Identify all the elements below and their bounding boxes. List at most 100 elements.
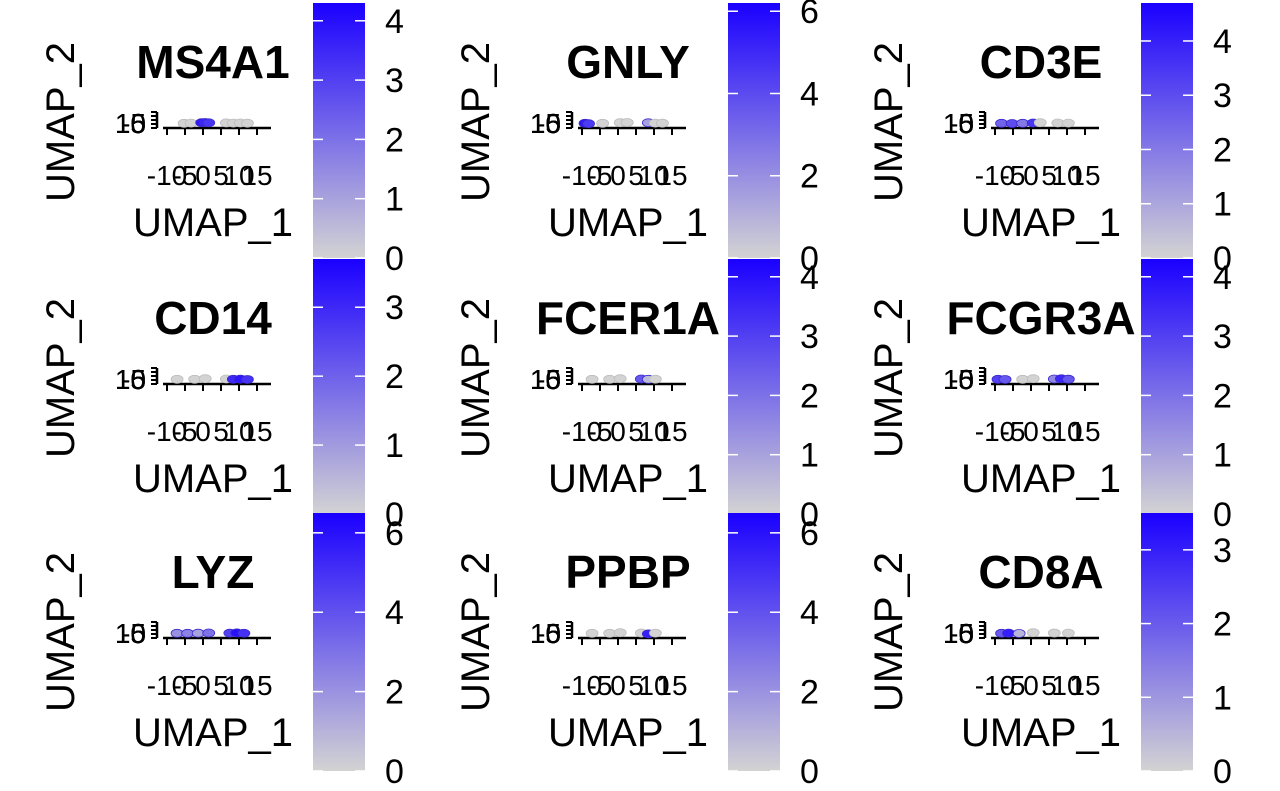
x-tick-label: 0	[195, 670, 211, 701]
cell-point	[604, 375, 616, 383]
cell-point	[241, 119, 253, 127]
x-tick-label: 0	[1023, 670, 1039, 701]
cell-point	[586, 375, 598, 383]
x-tick-label: 15	[656, 416, 687, 447]
y-axis-label: UMAP_2	[39, 298, 83, 458]
x-tick-label: 0	[1023, 160, 1039, 191]
colorbar-tick-label: 1	[1213, 679, 1232, 717]
cell-point	[999, 375, 1011, 383]
x-tick-label: -5	[173, 670, 198, 701]
cell-point	[1048, 629, 1060, 637]
y-tick-label: 15	[115, 618, 146, 649]
cell-point	[189, 375, 201, 383]
x-tick-label: -5	[1001, 416, 1026, 447]
y-axis-label: UMAP_2	[454, 298, 498, 458]
colorbar-tick-label: 1	[385, 181, 404, 219]
colorbar-tick-label: 0	[1213, 753, 1232, 791]
cell-point	[649, 629, 661, 637]
cell-point	[1062, 629, 1074, 637]
panel-title: FCGR3A	[946, 292, 1135, 344]
cell-point	[171, 375, 183, 383]
colorbar-tick-label: 2	[385, 121, 404, 159]
x-tick-label: 0	[610, 416, 626, 447]
x-axis-label: UMAP_1	[548, 201, 708, 245]
cell-point	[621, 119, 633, 127]
x-axis-label: UMAP_1	[961, 201, 1121, 245]
x-tick-label: 0	[610, 160, 626, 191]
colorbar	[1141, 513, 1193, 771]
x-axis-label: UMAP_1	[961, 711, 1121, 755]
cell-point	[614, 375, 626, 383]
y-tick-label: 15	[943, 364, 974, 395]
x-tick-label: 15	[656, 670, 687, 701]
cell-point	[656, 119, 668, 127]
cell-point	[1027, 375, 1039, 383]
x-axis-label: UMAP_1	[548, 711, 708, 755]
x-tick-label: -5	[173, 160, 198, 191]
colorbar-tick-label: 4	[1213, 23, 1232, 61]
cell-point	[241, 375, 253, 383]
colorbar-tick-label: 6	[800, 0, 819, 31]
y-tick-label: 15	[943, 108, 974, 139]
x-tick-label: 0	[195, 416, 211, 447]
colorbar-tick-label: 2	[800, 158, 819, 196]
cell-point	[614, 629, 626, 637]
cell-point	[1062, 375, 1074, 383]
colorbar-tick-label: 4	[800, 594, 819, 632]
colorbar-tick-label: 0	[800, 753, 819, 791]
y-axis-label: UMAP_2	[454, 552, 498, 712]
y-tick-label: 15	[115, 364, 146, 395]
colorbar-tick-label: 2	[800, 377, 819, 415]
y-tick-label: 15	[530, 618, 561, 649]
x-tick-label: -5	[173, 416, 198, 447]
colorbar-tick-label: 6	[800, 515, 819, 553]
panel-title: GNLY	[566, 36, 690, 88]
panel-title: PPBP	[565, 546, 690, 598]
y-axis-label: UMAP_2	[454, 42, 498, 202]
x-tick-label: -5	[588, 670, 613, 701]
x-axis-label: UMAP_1	[133, 457, 293, 501]
colorbar-tick-label: 4	[800, 259, 819, 297]
y-tick-label: 15	[530, 108, 561, 139]
colorbar-tick-label: 2	[1213, 377, 1232, 415]
colorbar-tick-label: 3	[1213, 77, 1232, 115]
cell-point	[203, 119, 215, 127]
colorbar	[728, 259, 780, 514]
colorbar-tick-label: 3	[1213, 532, 1232, 570]
colorbar	[313, 259, 365, 514]
cell-point	[604, 629, 616, 637]
colorbar-tick-label: 1	[1213, 186, 1232, 224]
cell-point	[1017, 375, 1029, 383]
cell-point	[1013, 629, 1025, 637]
colorbar-tick-label: 2	[1213, 606, 1232, 644]
cell-point	[1062, 119, 1074, 127]
y-axis-label: UMAP_2	[867, 42, 911, 202]
x-tick-label: 15	[1069, 670, 1100, 701]
x-tick-label: 0	[195, 160, 211, 191]
colorbar	[1141, 259, 1193, 514]
colorbar-tick-label: 1	[1213, 437, 1232, 475]
y-tick-label: 15	[943, 618, 974, 649]
cell-point	[586, 629, 598, 637]
x-tick-label: 0	[1023, 416, 1039, 447]
panel-title: CD3E	[980, 36, 1103, 88]
cell-point	[649, 375, 661, 383]
x-tick-label: 15	[656, 160, 687, 191]
panel-title: MS4A1	[136, 36, 289, 88]
colorbar-tick-label: 2	[385, 358, 404, 396]
x-tick-label: -5	[1001, 670, 1026, 701]
feature-panel-fcgr3a: FCGR3AUMAP_2UMAP_1-5051015-10-50 51015012…	[867, 259, 1232, 534]
colorbar-tick-label: 4	[1213, 259, 1232, 297]
x-axis-label: UMAP_1	[133, 711, 293, 755]
x-tick-label: 0	[610, 670, 626, 701]
feature-panel-cd8a: CD8AUMAP_2UMAP_1-5051015-10-50 510150123	[867, 513, 1232, 791]
x-axis-label: UMAP_1	[133, 201, 293, 245]
colorbar-tick-label: 0	[1213, 496, 1232, 534]
x-tick-label: 15	[1069, 160, 1100, 191]
cell-point	[238, 629, 250, 637]
